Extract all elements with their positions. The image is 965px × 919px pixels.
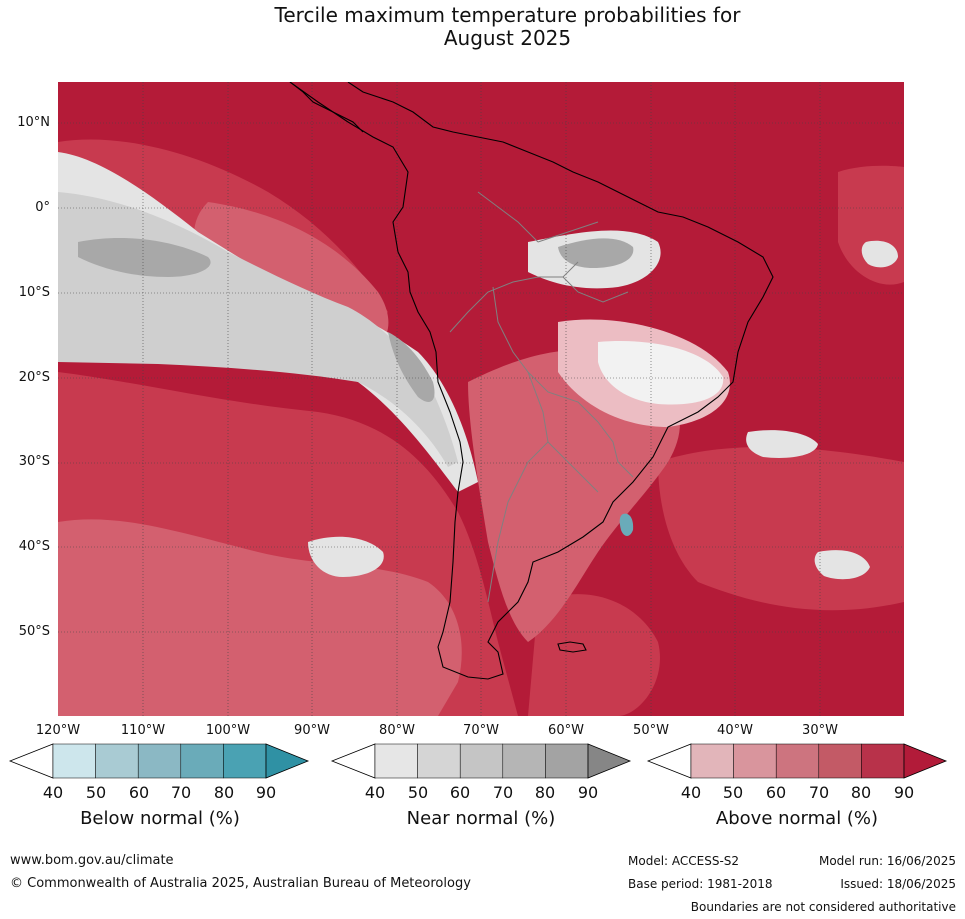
below-tick-80: 80	[213, 783, 235, 802]
near-tick-90: 90	[577, 783, 599, 802]
below-colorbar-upper-extend	[265, 743, 310, 779]
lon-label-60w: 60°W	[548, 723, 584, 738]
lon-label-90w: 90°W	[294, 723, 330, 738]
base-period: Base period: 1981-2018	[628, 877, 773, 891]
above-70-continent	[468, 349, 680, 642]
lon-label-100w: 100°W	[205, 723, 251, 738]
below-tick-60: 60	[128, 783, 150, 802]
above-colorbar-segment-1	[733, 743, 777, 779]
below-colorbar-lower-extend	[8, 743, 54, 779]
map-title-line-1: Tercile maximum temperature probabilitie…	[274, 3, 741, 27]
above-tick-60: 60	[765, 783, 787, 802]
map-title: Tercile maximum temperature probabilitie…	[0, 4, 965, 50]
lat-label-20s: 20°S	[18, 370, 50, 385]
lat-label-0: 0°	[35, 200, 50, 215]
near-70-amazon	[558, 238, 634, 268]
near-tick-70: 70	[492, 783, 514, 802]
lon-label-80w: 80°W	[379, 723, 415, 738]
near-70-pacific-core	[78, 237, 211, 277]
lon-label-110w: 110°W	[120, 723, 166, 738]
graticule	[58, 82, 904, 716]
below-tick-50: 50	[85, 783, 107, 802]
near-normal-colorbar	[330, 743, 632, 779]
near-tick-60: 60	[449, 783, 471, 802]
above-colorbar-segment-2	[775, 743, 820, 779]
below-colorbar-segment-0	[52, 743, 96, 779]
above-colorbar-segment-3	[818, 743, 862, 779]
above-normal-colorbar	[646, 743, 948, 779]
lat-label-10n: 10°N	[17, 115, 50, 130]
below-tick-40: 40	[42, 783, 64, 802]
near-colorbar-segment-0	[374, 743, 418, 779]
near-tick-80: 80	[534, 783, 556, 802]
above-tick-70: 70	[808, 783, 830, 802]
boundaries-disclaimer: Boundaries are not considered authoritat…	[690, 900, 956, 914]
lon-label-40w: 40°W	[717, 723, 753, 738]
map-canvas	[58, 82, 904, 716]
lat-label-30s: 30°S	[18, 454, 50, 469]
lat-label-10s: 10°S	[18, 285, 50, 300]
above-tick-40: 40	[680, 783, 702, 802]
lon-label-30w: 30°W	[802, 723, 838, 738]
lat-label-50s: 50°S	[18, 624, 50, 639]
issued-date: Issued: 18/06/2025	[840, 877, 956, 891]
model-run-date: Model run: 16/06/2025	[818, 854, 956, 868]
below-colorbar-segment-4	[223, 743, 267, 779]
near-colorbar-upper-extend	[587, 743, 632, 779]
national-borders	[449, 191, 634, 603]
above-tick-90: 90	[893, 783, 915, 802]
falklands-coastline	[557, 641, 587, 653]
below-tick-90: 90	[255, 783, 277, 802]
below-70-uruguay-coast	[619, 513, 634, 536]
below-tick-70: 70	[170, 783, 192, 802]
above-colorbar-upper-extend	[903, 743, 948, 779]
above-colorbar-segment-4	[861, 743, 905, 779]
above-tick-80: 80	[850, 783, 872, 802]
ocean-above-80-southwest	[528, 594, 660, 716]
map-title-line-2: August 2025	[443, 26, 572, 50]
near-colorbar-segment-1	[417, 743, 461, 779]
copyright-text: © Commonwealth of Australia 2025, Austra…	[10, 876, 471, 891]
probability-map	[58, 82, 904, 716]
near-50-far-east	[861, 240, 898, 268]
below-normal-colorbar	[8, 743, 310, 779]
near-colorbar-segment-4	[545, 743, 589, 779]
lon-label-120w: 120°W	[35, 723, 81, 738]
above-normal-legend-title: Above normal (%)	[715, 808, 879, 829]
near-colorbar-lower-extend	[330, 743, 376, 779]
above-tick-50: 50	[722, 783, 744, 802]
near-tick-40: 40	[364, 783, 386, 802]
near-50-atlantic-east	[746, 430, 818, 458]
lon-label-70w: 70°W	[463, 723, 499, 738]
south-america-coastline	[289, 82, 774, 680]
near-colorbar-segment-2	[459, 743, 504, 779]
near-50-central-brazil	[598, 341, 724, 405]
lat-label-40s: 40°S	[18, 539, 50, 554]
above-colorbar-lower-extend	[646, 743, 692, 779]
near-50-atlantic-south	[814, 550, 870, 580]
below-colorbar-segment-2	[137, 743, 182, 779]
below-colorbar-segment-1	[95, 743, 139, 779]
central-america-coastline	[289, 82, 364, 133]
near-normal-legend-title: Near normal (%)	[406, 808, 556, 829]
model-name: Model: ACCESS-S2	[628, 854, 740, 868]
below-normal-legend-title: Below normal (%)	[80, 808, 240, 829]
below-colorbar-segment-3	[180, 743, 224, 779]
near-70-coastal-peru	[388, 332, 435, 402]
near-tick-50: 50	[407, 783, 429, 802]
above-colorbar-segment-0	[690, 743, 734, 779]
website-link[interactable]: www.bom.gov.au/climate	[10, 853, 174, 868]
near-colorbar-segment-3	[502, 743, 546, 779]
lon-label-50w: 50°W	[633, 723, 669, 738]
